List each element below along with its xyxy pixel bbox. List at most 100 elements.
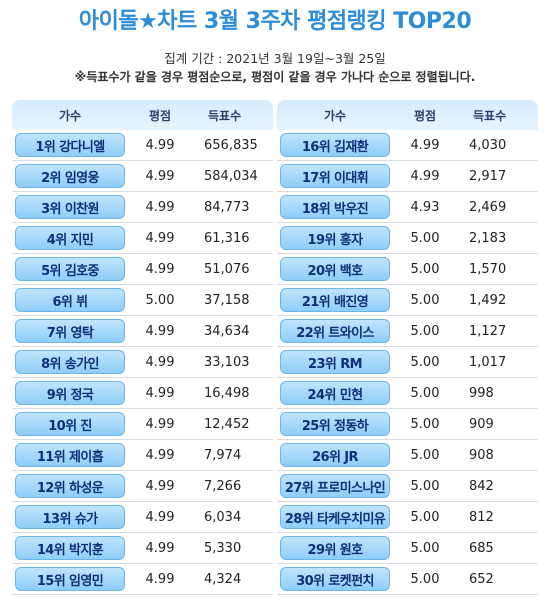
- table-body: 16위 김재환 4.99 4,030 17위 이대휘 4.99 2,917 18위 박우진 4…: [277, 130, 538, 595]
- table-row: 2위 임영웅 4.99 584,034: [12, 161, 273, 192]
- rating-cell: 5.00: [410, 385, 440, 401]
- rating-cell: 5.00: [410, 292, 440, 308]
- singer-cell: 25위 정동하: [277, 409, 393, 439]
- rating-cell: 4.99: [410, 168, 440, 184]
- rank-singer-label: 29위 원호: [280, 536, 390, 560]
- rank-singer-label: 24위 민현: [280, 381, 390, 405]
- singer-cell: 17위 이대휘: [277, 161, 393, 191]
- rating-cell: 5.00: [410, 509, 440, 525]
- rating-cell: 5.00: [410, 354, 440, 370]
- singer-cell: 16위 김재환: [277, 130, 393, 160]
- rank-singer-label: 15위 임영민: [15, 567, 125, 591]
- rank-singer-label: 16위 김재환: [280, 133, 390, 157]
- rank-singer-label: 12위 하성운: [15, 474, 125, 498]
- votes-cell: 842: [469, 478, 494, 494]
- singer-cell: 20위 백호: [277, 254, 393, 284]
- votes-cell: 16,498: [204, 385, 250, 401]
- votes-cell: 656,835: [204, 137, 258, 153]
- table-row: 21위 배진영 5.00 1,492: [277, 285, 538, 316]
- rank-singer-label: 5위 김호중: [15, 257, 125, 281]
- votes-cell: 685: [469, 540, 494, 556]
- votes-cell: 908: [469, 447, 494, 463]
- table-row: 10위 진 4.99 12,452: [12, 409, 273, 440]
- rating-cell: 5.00: [410, 416, 440, 432]
- singer-cell: 12위 하성운: [12, 471, 128, 501]
- votes-cell: 34,634: [204, 323, 250, 339]
- rank-singer-label: 2위 임영웅: [15, 164, 125, 188]
- singer-cell: 8위 송가인: [12, 347, 128, 377]
- rank-singer-label: 19위 홍자: [280, 226, 390, 250]
- table-row: 23위 RM 5.00 1,017: [277, 347, 538, 378]
- votes-cell: 998: [469, 385, 494, 401]
- table-row: 5위 김호중 4.99 51,076: [12, 254, 273, 285]
- votes-cell: 812: [469, 509, 494, 525]
- singer-cell: 3위 이찬원: [12, 192, 128, 222]
- singer-cell: 13위 슈가: [12, 502, 128, 532]
- votes-cell: 584,034: [204, 168, 258, 184]
- rank-singer-label: 30위 로켓펀치: [280, 567, 390, 591]
- table-row: 18위 박우진 4.93 2,469: [277, 192, 538, 223]
- singer-cell: 24위 민현: [277, 378, 393, 408]
- table-row: 20위 백호 5.00 1,570: [277, 254, 538, 285]
- rating-cell: 4.99: [145, 416, 175, 432]
- rating-cell: 5.00: [410, 323, 440, 339]
- rank-singer-label: 21위 배진영: [280, 288, 390, 312]
- table-row: 16위 김재환 4.99 4,030: [277, 130, 538, 161]
- table-row: 19위 홍자 5.00 2,183: [277, 223, 538, 254]
- rating-cell: 5.00: [410, 571, 440, 587]
- singer-cell: 15위 임영민: [12, 564, 128, 594]
- singer-cell: 27위 프로미스나인: [277, 471, 393, 501]
- rank-singer-label: 6위 뷔: [15, 288, 125, 312]
- header-singer: 가수: [58, 108, 82, 123]
- table-row: 7위 영탁 4.99 34,634: [12, 316, 273, 347]
- rating-cell: 4.99: [145, 540, 175, 556]
- rank-singer-label: 23위 RM: [280, 350, 390, 374]
- rank-singer-label: 18위 박우진: [280, 195, 390, 219]
- rank-singer-label: 17위 이대휘: [280, 164, 390, 188]
- votes-cell: 2,469: [469, 199, 507, 215]
- singer-cell: 23위 RM: [277, 347, 393, 377]
- rank-singer-label: 28위 타케우치미유: [280, 505, 390, 529]
- table-row: 13위 슈가 4.99 6,034: [12, 502, 273, 533]
- table-body: 1위 강다니엘 4.99 656,835 2위 임영웅 4.99 584,034 3위 이찬…: [12, 130, 273, 595]
- header-singer: 가수: [323, 108, 347, 123]
- rating-cell: 4.99: [145, 199, 175, 215]
- votes-cell: 1,570: [469, 261, 507, 277]
- rank-singer-label: 27위 프로미스나인: [280, 474, 390, 498]
- table-row: 15위 임영민 4.99 4,324: [12, 564, 273, 595]
- table-row: 14위 박지훈 4.99 5,330: [12, 533, 273, 564]
- singer-cell: 2위 임영웅: [12, 161, 128, 191]
- table-row: 3위 이찬원 4.99 84,773: [12, 192, 273, 223]
- rank-singer-label: 9위 정국: [15, 381, 125, 405]
- votes-cell: 4,030: [469, 137, 507, 153]
- header-rating: 평점: [148, 108, 172, 123]
- votes-cell: 7,974: [204, 447, 242, 463]
- rating-cell: 4.99: [145, 571, 175, 587]
- votes-cell: 12,452: [204, 416, 250, 432]
- rating-cell: 4.99: [410, 137, 440, 153]
- table-row: 1위 강다니엘 4.99 656,835: [12, 130, 273, 161]
- singer-cell: 11위 제이홉: [12, 440, 128, 470]
- rating-cell: 4.99: [145, 509, 175, 525]
- table-row: 11위 제이홉 4.99 7,974: [12, 440, 273, 471]
- votes-cell: 1,017: [469, 354, 507, 370]
- table-row: 6위 뷔 5.00 37,158: [12, 285, 273, 316]
- rating-cell: 5.00: [410, 540, 440, 556]
- votes-cell: 4,324: [204, 571, 242, 587]
- rank-singer-label: 7위 영탁: [15, 319, 125, 343]
- rating-cell: 4.99: [145, 230, 175, 246]
- votes-cell: 7,266: [204, 478, 242, 494]
- table-header: 가수 평점 득표수: [277, 100, 538, 130]
- rating-cell: 4.99: [145, 385, 175, 401]
- rating-cell: 4.99: [145, 354, 175, 370]
- votes-cell: 61,316: [204, 230, 250, 246]
- rating-cell: 4.99: [145, 168, 175, 184]
- table-row: 17위 이대휘 4.99 2,917: [277, 161, 538, 192]
- rating-cell: 5.00: [410, 447, 440, 463]
- rating-cell: 4.93: [410, 199, 440, 215]
- header-rating: 평점: [413, 108, 437, 123]
- rank-singer-label: 8위 송가인: [15, 350, 125, 374]
- singer-cell: 10위 진: [12, 409, 128, 439]
- rating-cell: 4.99: [145, 261, 175, 277]
- singer-cell: 30위 로켓펀치: [277, 564, 393, 594]
